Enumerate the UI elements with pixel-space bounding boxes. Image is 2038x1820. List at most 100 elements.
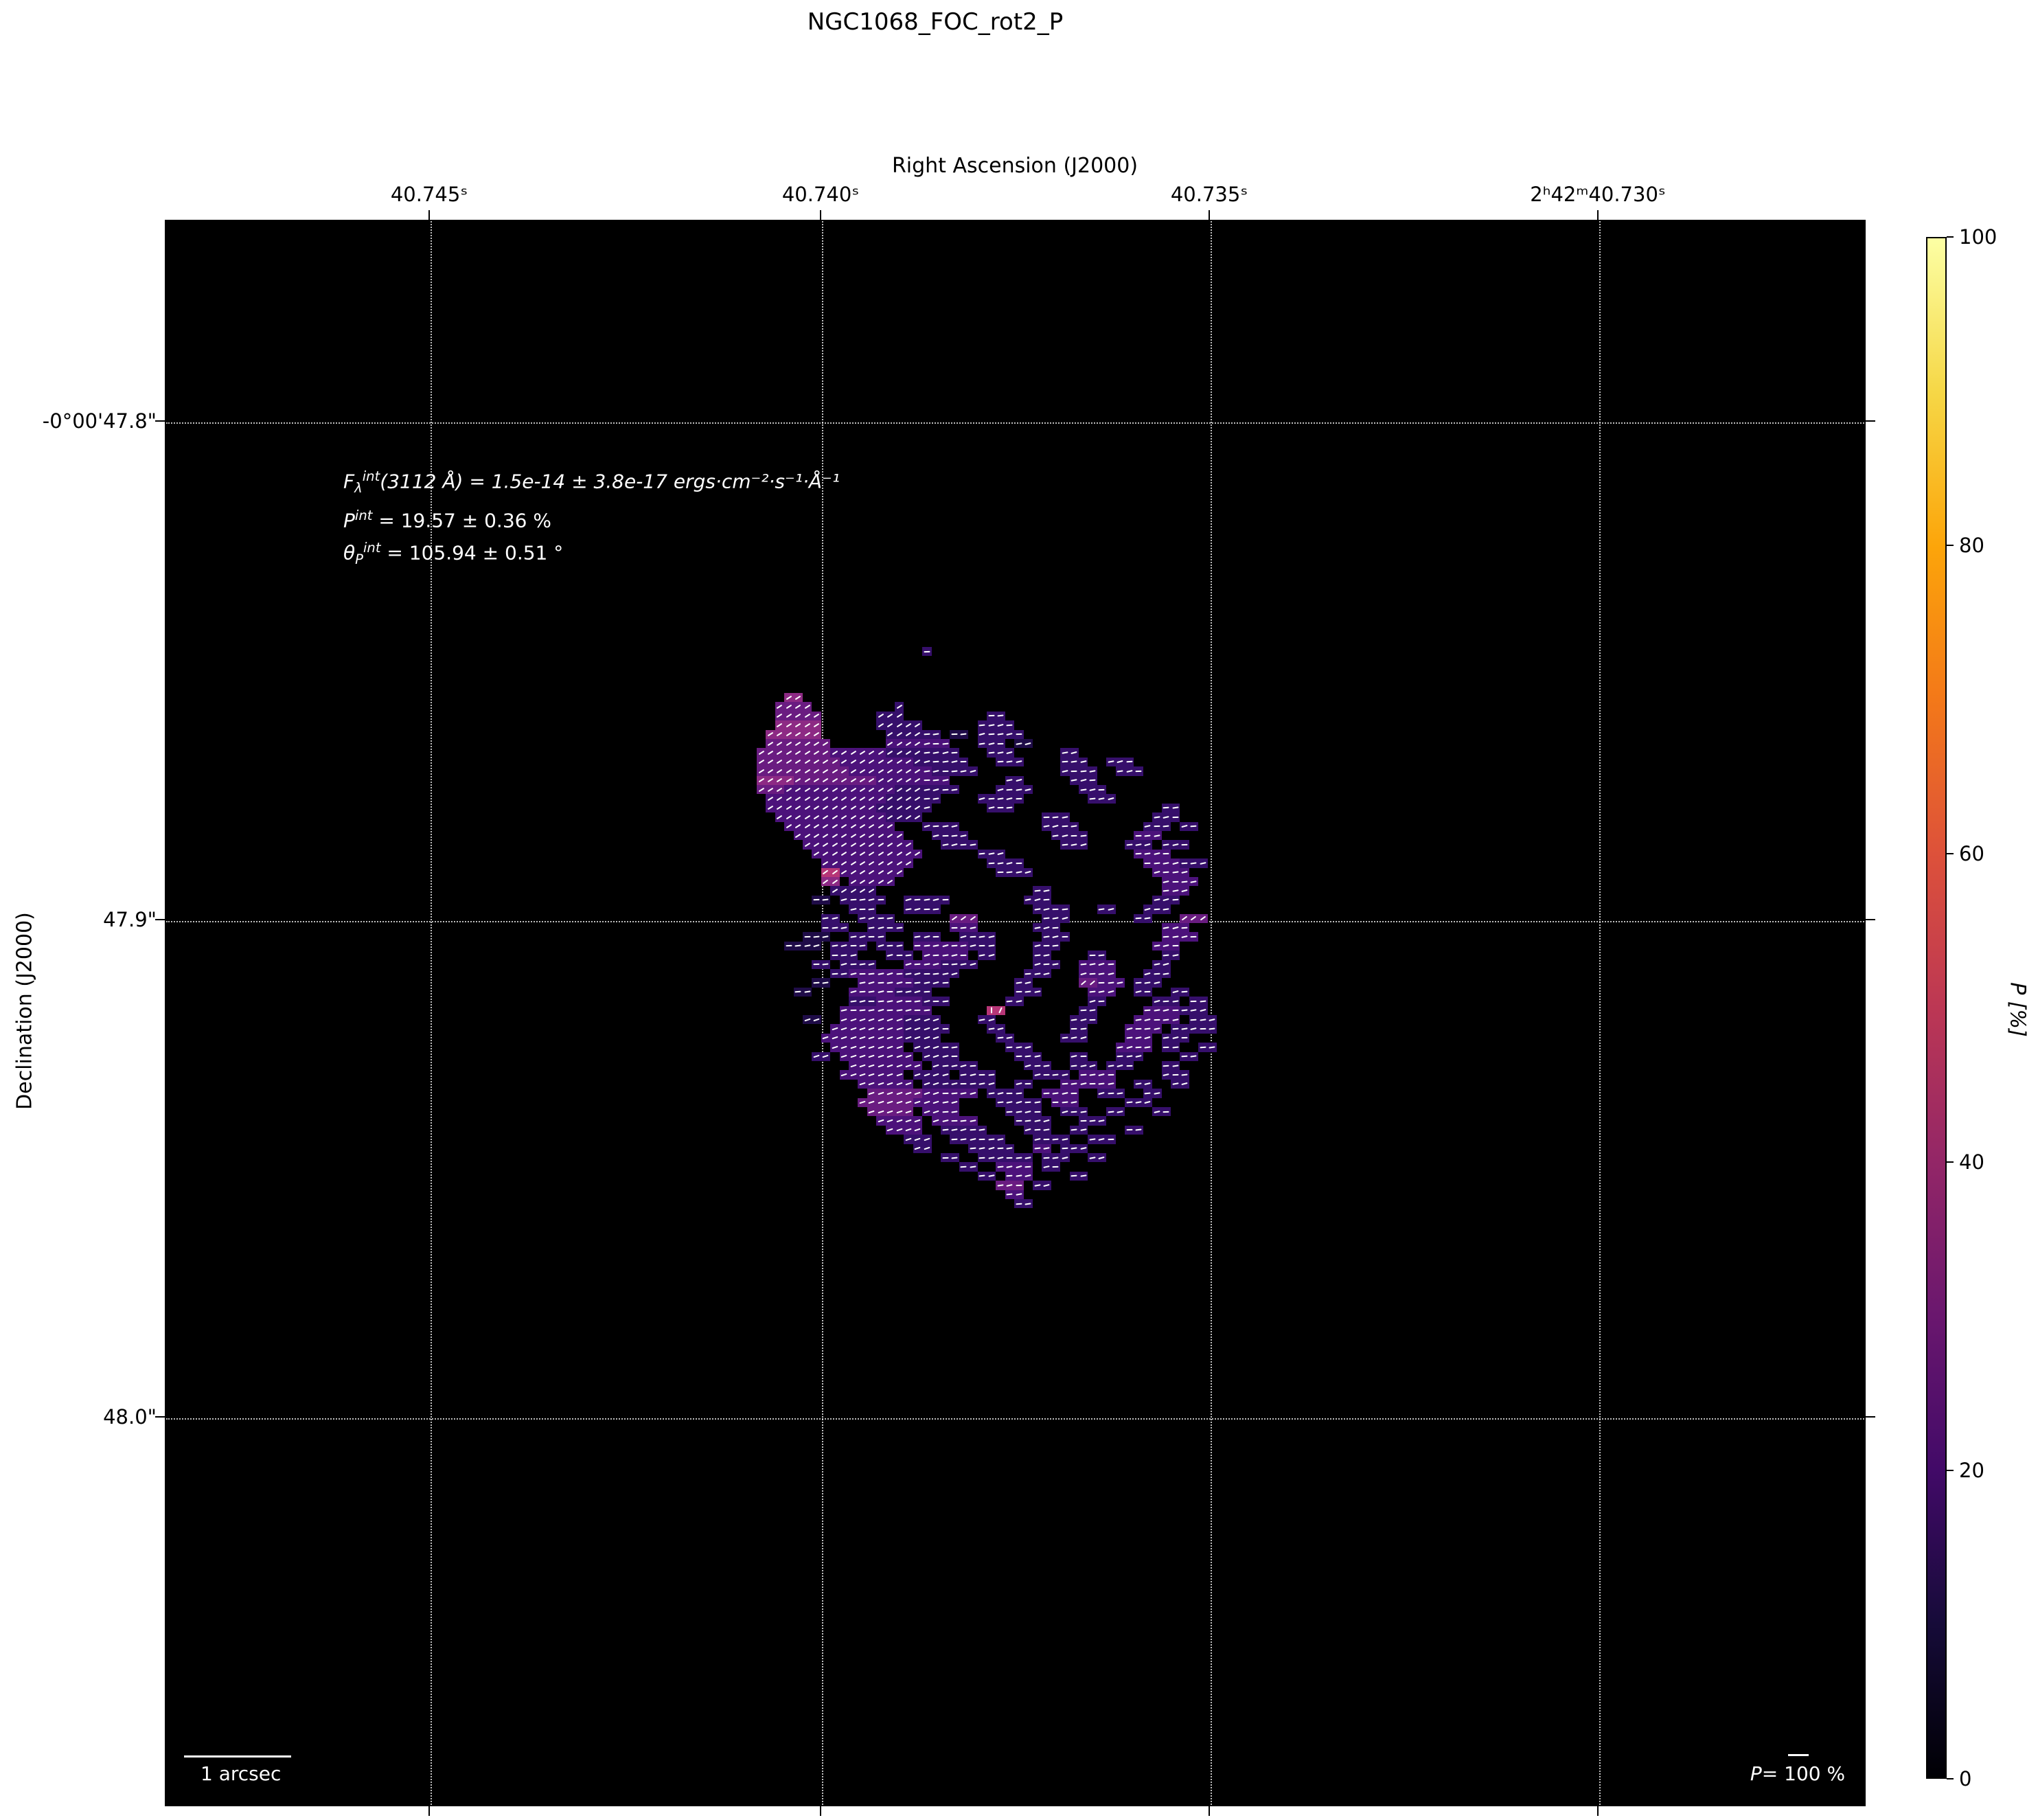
polarization-vector [1034, 1147, 1041, 1150]
x-tick-label: 40.745ˢ [390, 183, 468, 206]
polarization-vector [932, 898, 939, 902]
polarization-vector [1098, 1073, 1106, 1076]
polarization-vector [868, 1000, 875, 1003]
pol-cell [1097, 987, 1107, 997]
polarization-vector [1163, 1036, 1169, 1040]
polarization-vector [1108, 1138, 1114, 1141]
polarization-vector [942, 1119, 949, 1122]
polarization-vector [905, 1091, 912, 1095]
pol-cell [1014, 1171, 1024, 1181]
pol-cell [1069, 831, 1079, 841]
pol-cell [895, 1005, 904, 1015]
polarization-vector [1190, 1055, 1198, 1058]
polarization-vector [1181, 935, 1188, 938]
pol-cell [941, 895, 950, 905]
polarization-vector [932, 1054, 939, 1058]
pol-cell [931, 757, 941, 767]
pol-cell [959, 913, 969, 923]
polarization-vector [924, 760, 930, 764]
pol-cell [941, 997, 950, 1006]
pol-cell [1088, 1135, 1097, 1144]
polarization-vector [1135, 1055, 1142, 1058]
polarization-vector [878, 842, 884, 848]
pol-cell [1005, 867, 1015, 877]
pol-cell [922, 757, 932, 767]
pol-cell [885, 951, 895, 960]
polarization-vector [970, 1083, 976, 1085]
pol-cell [876, 923, 886, 933]
polarization-vector [978, 935, 985, 938]
pol-cell [821, 803, 831, 813]
pol-cell [1079, 831, 1088, 841]
pol-cell [1079, 1015, 1088, 1025]
pol-cell [867, 959, 877, 969]
polarization-vector [886, 1027, 893, 1031]
polarization-vector [970, 1091, 976, 1095]
pol-cell [895, 867, 904, 877]
pol-cell [775, 748, 785, 758]
pol-cell [931, 775, 941, 785]
polarization-vector [978, 724, 985, 727]
polarization-vector [1181, 1009, 1188, 1012]
polarization-vector [1062, 1138, 1068, 1141]
pol-cell [839, 886, 849, 896]
pol-cell [904, 785, 913, 795]
polarization-vector [988, 1157, 995, 1159]
pol-cell [821, 831, 831, 841]
pol-cell [1180, 932, 1189, 942]
polarization-vector [932, 825, 939, 828]
polarization-vector [1135, 853, 1142, 855]
polarization-vector [978, 742, 985, 745]
pol-cell [876, 1033, 886, 1043]
pol-cell [849, 1051, 858, 1061]
polarization-vector [1172, 899, 1179, 901]
polarization-vector [767, 787, 774, 792]
polarization-vector [951, 1119, 958, 1122]
polarization-vector [1052, 1138, 1060, 1141]
polarization-vector [850, 1045, 857, 1049]
pol-cell [1180, 840, 1189, 850]
polarization-vector [786, 695, 792, 700]
polarization-vector [924, 981, 930, 984]
polarization-vector [905, 796, 912, 801]
pol-cell [775, 766, 785, 776]
polarization-vector [942, 770, 949, 773]
pol-cell [885, 987, 895, 997]
pol-cell [1152, 1005, 1162, 1015]
pol-cell [849, 766, 858, 776]
pol-cell [950, 748, 959, 758]
polarization-vector [878, 879, 884, 884]
polarization-vector [1034, 944, 1041, 948]
polarization-vector [886, 1100, 893, 1104]
polarization-vector [978, 1082, 985, 1086]
pol-cell [867, 757, 877, 767]
pol-cell [1005, 1190, 1015, 1199]
pol-cell [1134, 766, 1143, 776]
polarization-vector [823, 760, 829, 764]
polarization-vector [794, 714, 801, 718]
pol-cell [895, 812, 904, 822]
polarization-vector [823, 833, 829, 838]
pol-cell [1143, 821, 1153, 831]
pol-cell [922, 895, 932, 905]
pol-cell [812, 1051, 821, 1061]
pol-cell [1189, 877, 1199, 887]
pol-cell [1033, 1061, 1042, 1071]
polarization-vector [914, 1018, 921, 1022]
pol-cell [904, 978, 913, 988]
polarization-vector [1062, 1037, 1068, 1039]
pol-cell [1097, 1116, 1107, 1126]
polarization-vector [1006, 1183, 1014, 1187]
polarization-vector [896, 1054, 903, 1058]
pol-cell [839, 812, 849, 822]
pol-cell [1106, 1107, 1116, 1117]
pol-cell [1060, 905, 1070, 914]
polarization-vector [1089, 1009, 1096, 1012]
pol-cell [977, 932, 987, 942]
polarization-vector [924, 1091, 930, 1095]
pol-cell [931, 1033, 941, 1043]
pol-cell [1115, 1061, 1125, 1071]
polarization-vector [896, 1027, 903, 1031]
polarization-vector [1043, 917, 1050, 920]
pol-cell [913, 785, 923, 795]
